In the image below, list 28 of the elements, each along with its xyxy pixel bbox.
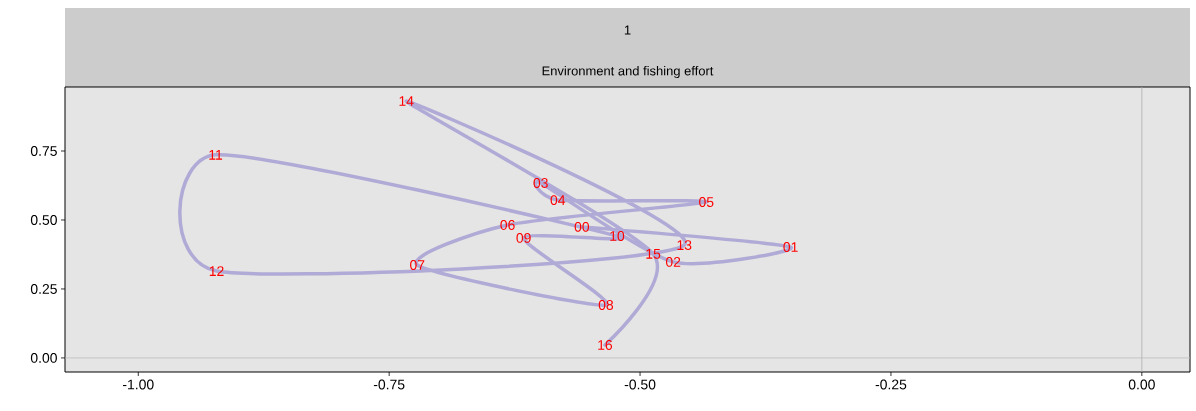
x-tick-label: -0.50	[624, 379, 656, 390]
x-tick-label: -0.75	[373, 379, 405, 390]
x-tick-label: -1.00	[123, 379, 154, 390]
annotation: 15	[646, 249, 661, 259]
annotation: 16	[598, 340, 613, 350]
annotation: 10	[610, 231, 625, 241]
annotation: 14	[399, 96, 414, 106]
annotation: 07	[410, 260, 425, 270]
annotation: 01	[783, 242, 798, 252]
annotation: 03	[533, 178, 548, 188]
chart-title: 1	[624, 25, 631, 35]
annotation: 12	[209, 266, 224, 276]
annotation: 13	[677, 240, 692, 251]
x-tick-label: -0.25	[875, 379, 907, 390]
x-tick-label: 0.00	[1128, 379, 1155, 390]
annotation: 05	[699, 197, 714, 207]
y-tick-label: 0.00	[30, 352, 57, 363]
chart-subtitle: Environment and fishing effort	[542, 65, 714, 79]
annotation: 00	[574, 221, 590, 232]
annotation: 06	[500, 220, 515, 230]
annotation: 08	[598, 300, 614, 310]
annotation: 11	[209, 150, 223, 160]
annotation: 09	[516, 232, 531, 243]
annotation: 04	[550, 195, 566, 206]
annotation: 02	[665, 256, 681, 267]
y-tick-label: 0.25	[30, 284, 57, 294]
y-tick-label: 0.75	[30, 146, 57, 156]
y-tick-label: 0.50	[30, 215, 57, 225]
